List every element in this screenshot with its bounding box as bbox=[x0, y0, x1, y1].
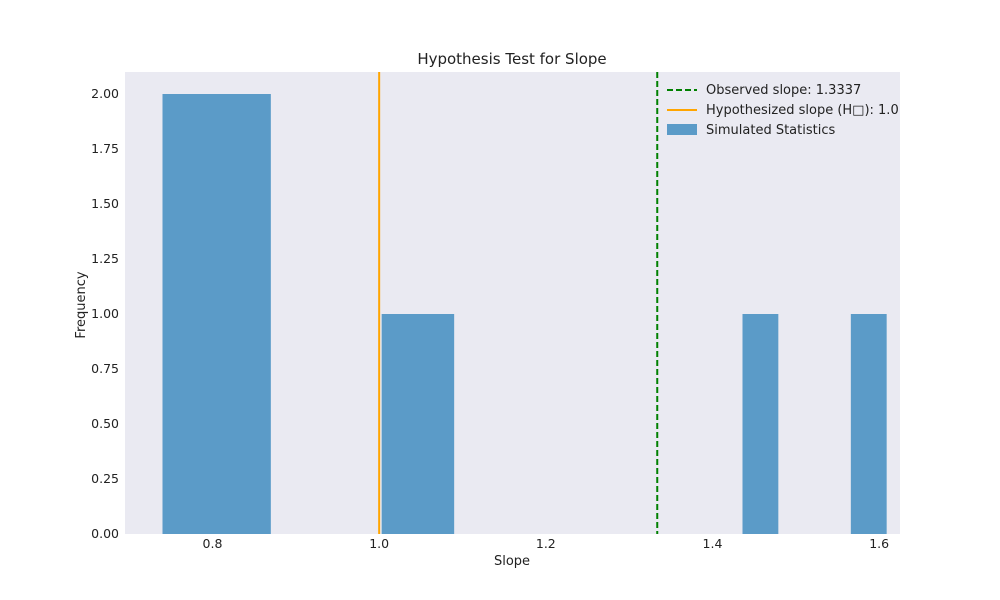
histogram-bars bbox=[162, 94, 887, 534]
y-tick-label: 2.00 bbox=[91, 86, 119, 101]
x-tick-label: 1.6 bbox=[869, 536, 889, 551]
y-tick-label: 0.75 bbox=[91, 361, 119, 376]
x-tick-label: 1.0 bbox=[369, 536, 389, 551]
y-tick-label: 0.50 bbox=[91, 416, 119, 431]
histogram-bar-2 bbox=[742, 314, 779, 534]
legend-hypothesized-label: Hypothesized slope (H□): 1.0 bbox=[706, 103, 899, 118]
y-axis-label: Frequency bbox=[74, 271, 89, 338]
legend: Observed slope: 1.3337 Hypothesized slop… bbox=[667, 83, 899, 138]
y-tick-label: 1.50 bbox=[91, 196, 119, 211]
histogram-bar-3 bbox=[850, 314, 887, 534]
chart-title: Hypothesis Test for Slope bbox=[417, 50, 606, 68]
y-tick-label: 1.00 bbox=[91, 306, 119, 321]
y-tick-label: 1.75 bbox=[91, 141, 119, 156]
x-tick-label: 1.2 bbox=[536, 536, 556, 551]
reference-lines bbox=[378, 72, 659, 534]
y-tick-label: 0.00 bbox=[91, 526, 119, 541]
legend-simulated-swatch bbox=[667, 124, 697, 135]
x-axis-label: Slope bbox=[494, 554, 530, 569]
histogram-bar-1 bbox=[381, 314, 455, 534]
y-tick-label: 1.25 bbox=[91, 251, 119, 266]
legend-simulated-label: Simulated Statistics bbox=[706, 123, 835, 138]
y-tick-label: 0.25 bbox=[91, 471, 119, 486]
y-axis-ticks: 0.00 0.25 0.50 0.75 1.00 1.25 1.50 1.75 2.00 bbox=[91, 86, 119, 541]
x-axis-ticks: 0.8 1.0 1.2 1.4 1.6 bbox=[203, 536, 890, 551]
histogram-bar-0 bbox=[162, 94, 271, 534]
legend-observed-label: Observed slope: 1.3337 bbox=[706, 83, 861, 98]
x-tick-label: 1.4 bbox=[703, 536, 723, 551]
x-tick-label: 0.8 bbox=[203, 536, 223, 551]
